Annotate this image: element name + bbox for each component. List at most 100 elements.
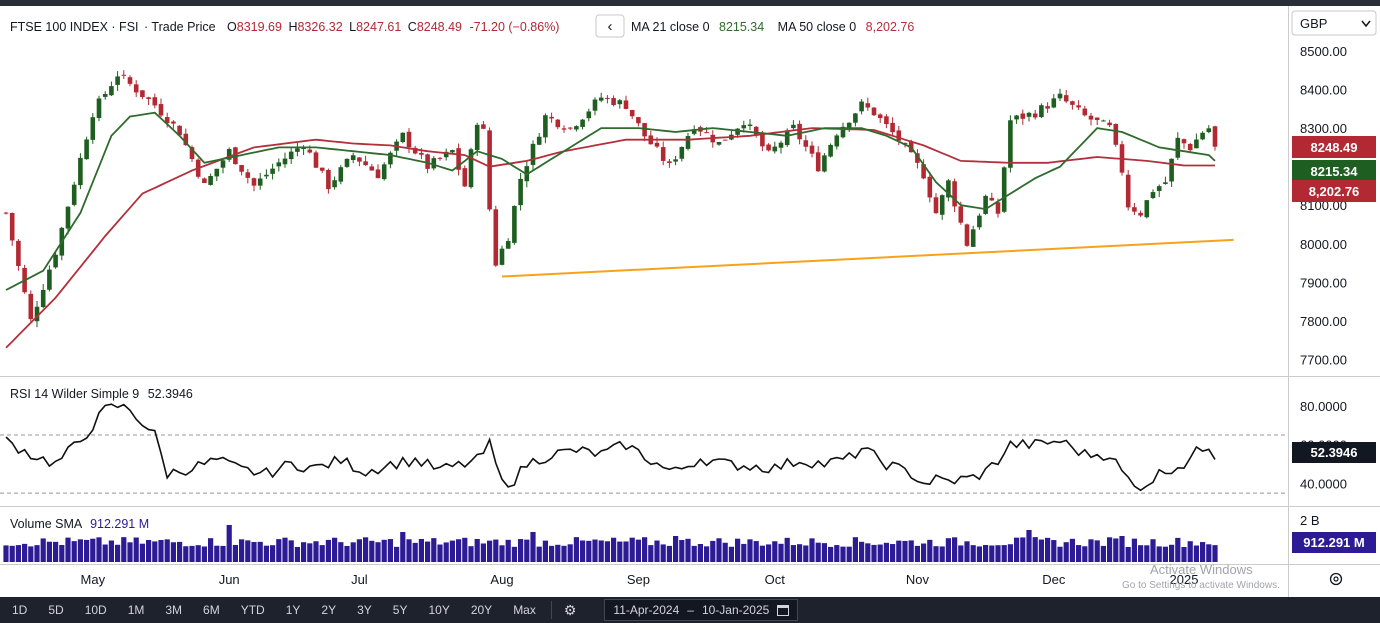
settings-gear-icon[interactable] — [1329, 572, 1343, 586]
volume-bar — [518, 539, 524, 562]
candle-body — [326, 169, 331, 190]
candle-body — [133, 84, 139, 93]
volume-bar — [133, 537, 139, 562]
candle-body — [1070, 101, 1075, 105]
price-axis-tick: 7900.00 — [1300, 275, 1347, 290]
currency-select[interactable]: GBP — [1291, 10, 1377, 36]
candle-body — [65, 206, 71, 229]
volume-bar — [474, 538, 480, 562]
volume-bar — [313, 541, 319, 562]
price-type: · Trade Price — [144, 20, 216, 34]
candle-body — [555, 119, 561, 128]
volume-bar — [22, 543, 28, 562]
volume-bar — [555, 544, 561, 562]
volume-bar — [1063, 542, 1069, 562]
candle-body — [1101, 120, 1106, 122]
range-button-10y[interactable]: 10Y — [428, 603, 450, 617]
range-button-3m[interactable]: 3M — [165, 603, 183, 617]
volume-bar — [15, 545, 21, 562]
candle-body — [202, 178, 207, 184]
volume-bar — [146, 539, 152, 562]
volume-bar — [747, 539, 753, 562]
volume-bar — [573, 537, 579, 562]
range-button-10d[interactable]: 10D — [84, 603, 107, 617]
date-dash: – — [687, 603, 694, 617]
candle-body — [946, 180, 951, 198]
volume-bar — [890, 544, 896, 562]
range-button-20y[interactable]: 20Y — [470, 603, 493, 617]
candle-body — [431, 158, 437, 169]
volume-bar — [325, 539, 331, 562]
volume-bar — [542, 540, 548, 562]
candle-body — [381, 164, 387, 180]
volume-bar — [1032, 537, 1038, 562]
range-button-3y[interactable]: 3Y — [357, 603, 372, 617]
chevron-left-icon: ‹ — [608, 18, 613, 35]
ma50-badge-text: 8,202.76 — [1309, 184, 1360, 199]
range-button-2y[interactable]: 2Y — [321, 603, 337, 617]
volume-bar — [9, 545, 15, 562]
x-axis-label: May — [81, 572, 106, 587]
volume-bar — [766, 544, 772, 562]
range-button-group: 1D 5D 10D 1M 3M 6M YTD 1Y 2Y 3Y 5Y 10Y 20Y Max — [0, 599, 545, 621]
x-axis-label: Oct — [765, 572, 786, 587]
volume-bar — [803, 545, 809, 562]
volume-bar — [865, 543, 871, 562]
volume-bar — [1125, 546, 1131, 562]
range-button-1d[interactable]: 1D — [12, 603, 28, 617]
candle-body — [338, 167, 344, 182]
candle-body — [716, 141, 722, 145]
range-button-max[interactable]: Max — [513, 603, 536, 617]
candle-body — [9, 212, 15, 241]
candle-body — [803, 140, 809, 147]
volume-bar — [604, 541, 610, 562]
range-button-5d[interactable]: 5D — [48, 603, 64, 617]
volume-bar — [778, 543, 784, 562]
range-button-1m[interactable]: 1M — [127, 603, 145, 617]
volume-bar — [456, 539, 462, 562]
candle-body — [400, 132, 406, 142]
volume-bar — [177, 541, 183, 562]
candle-body — [778, 142, 784, 148]
candle-body — [846, 122, 852, 129]
candle-body — [623, 100, 629, 109]
range-button-6m[interactable]: 6M — [203, 603, 220, 617]
range-button-1y[interactable]: 1Y — [285, 603, 301, 617]
volume-bar — [933, 546, 939, 562]
candle-body — [741, 125, 747, 129]
candle-body — [375, 169, 381, 179]
volume-bar — [214, 545, 220, 562]
volume-bar — [784, 537, 790, 562]
range-settings-gear-icon[interactable]: ⚙ — [563, 601, 577, 618]
candle-body — [189, 147, 195, 159]
date-range-picker[interactable]: 11-Apr-2024 – 10-Jan-2025 — [604, 599, 799, 621]
candle-body — [419, 152, 424, 155]
candle-body — [660, 147, 666, 161]
chart-area[interactable]: 8500.008400.008300.008200.008100.008000.… — [0, 6, 1380, 597]
volume-bar — [1107, 537, 1113, 562]
range-button-ytd[interactable]: YTD — [240, 603, 265, 617]
volume-bar — [809, 538, 815, 562]
rsi-label: RSI 14 Wilder Simple 9 — [10, 387, 139, 401]
candle-body — [902, 142, 908, 144]
collapse-legend-button[interactable]: ‹ — [595, 14, 625, 38]
candle-body — [220, 160, 226, 168]
candle-body — [245, 172, 251, 178]
candle-body — [871, 107, 877, 116]
volume-bar — [127, 542, 133, 562]
volume-bar — [505, 539, 511, 562]
candle-body — [605, 97, 610, 99]
chart-svg[interactable]: 8500.008400.008300.008200.008100.008000.… — [0, 6, 1380, 597]
volume-bar — [406, 539, 412, 562]
candle-body — [164, 117, 170, 124]
range-button-5y[interactable]: 5Y — [392, 603, 408, 617]
volume-bar — [834, 545, 840, 562]
support-trend-line[interactable] — [501, 238, 1234, 278]
volume-bar — [251, 542, 257, 562]
volume-bar — [753, 541, 759, 562]
volume-bar — [412, 542, 418, 562]
candle-body — [1144, 200, 1150, 218]
candle-body — [840, 126, 846, 138]
volume-bar — [679, 540, 685, 562]
volume-bar — [1206, 544, 1212, 562]
